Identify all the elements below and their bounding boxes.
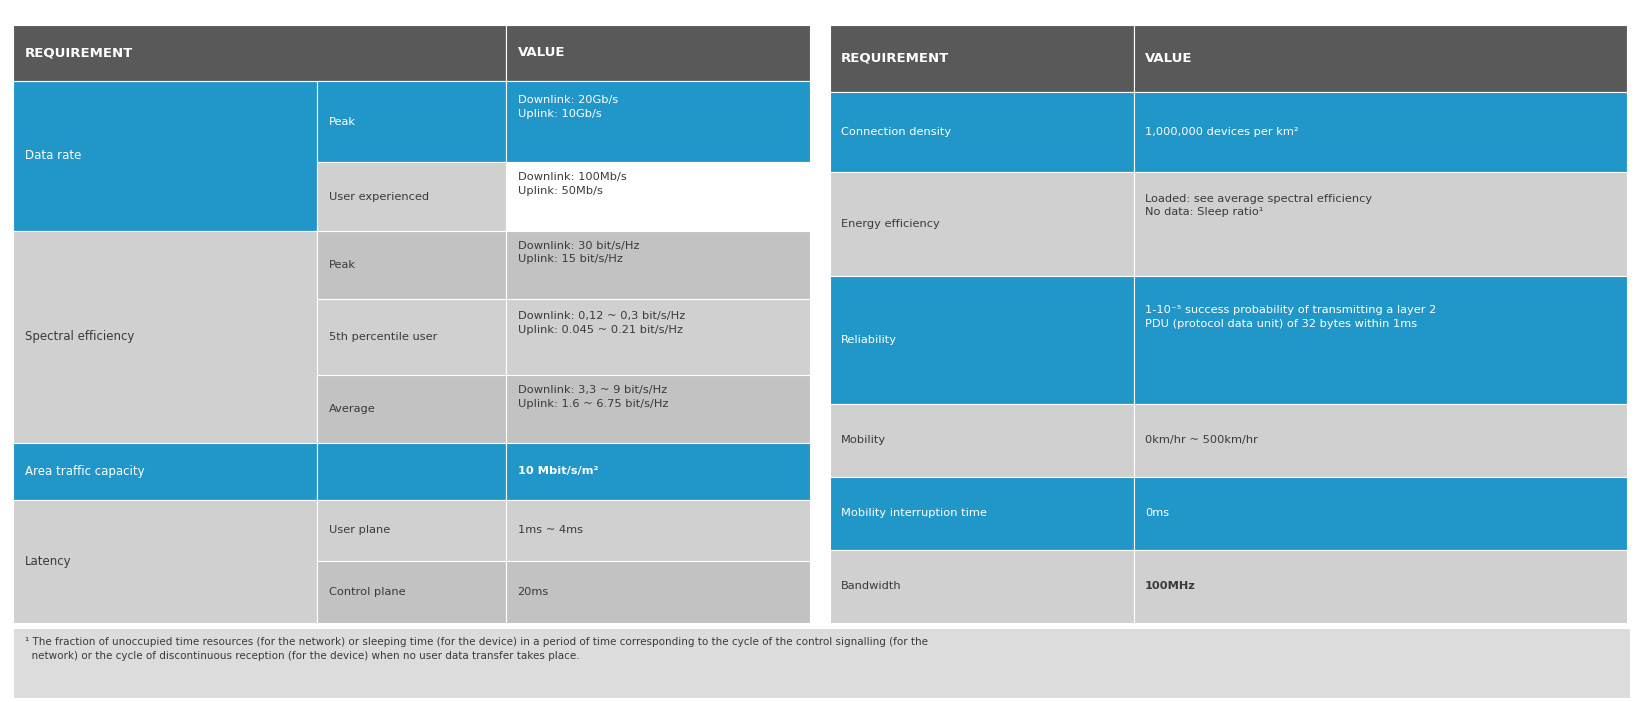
Bar — [1134, 404, 1627, 477]
Text: User plane: User plane — [329, 526, 389, 536]
Bar — [317, 375, 506, 443]
Bar — [506, 299, 810, 375]
Text: Connection density: Connection density — [841, 127, 951, 137]
Bar — [1134, 550, 1627, 623]
Text: Latency: Latency — [25, 555, 71, 568]
Text: Reliability: Reliability — [841, 335, 897, 345]
Text: 0km/hr ~ 500km/hr: 0km/hr ~ 500km/hr — [1145, 435, 1259, 445]
Bar — [506, 561, 810, 623]
Text: Loaded: see average spectral efficiency
No data: Sleep ratio¹: Loaded: see average spectral efficiency … — [1145, 194, 1372, 218]
Text: REQUIREMENT: REQUIREMENT — [841, 51, 950, 65]
Text: Energy efficiency: Energy efficiency — [841, 219, 940, 229]
Bar — [1134, 91, 1627, 173]
Bar — [830, 550, 1134, 623]
Text: 0ms: 0ms — [1145, 508, 1170, 518]
Bar — [13, 230, 317, 443]
Bar — [1134, 477, 1627, 550]
Bar — [506, 81, 810, 162]
Text: Downlink: 30 bit/s/Hz
Uplink: 15 bit/s/Hz: Downlink: 30 bit/s/Hz Uplink: 15 bit/s/H… — [518, 241, 639, 264]
Bar — [506, 25, 810, 81]
Bar — [13, 500, 317, 623]
Text: 1,000,000 devices per km²: 1,000,000 devices per km² — [1145, 127, 1298, 137]
Bar — [1134, 173, 1627, 276]
Text: Mobility interruption time: Mobility interruption time — [841, 508, 987, 518]
Text: VALUE: VALUE — [1145, 51, 1193, 65]
Bar — [317, 81, 506, 162]
Text: Peak: Peak — [329, 117, 355, 127]
Bar — [1134, 276, 1627, 404]
Text: Downlink: 20Gb/s
Uplink: 10Gb/s: Downlink: 20Gb/s Uplink: 10Gb/s — [518, 95, 618, 119]
Text: 1ms ~ 4ms: 1ms ~ 4ms — [518, 526, 583, 536]
Bar — [830, 404, 1134, 477]
Bar — [506, 375, 810, 443]
Bar — [317, 230, 506, 298]
Text: User experienced: User experienced — [329, 192, 429, 201]
Text: 1-10⁻⁵ success probability of transmitting a layer 2
PDU (protocol data unit) of: 1-10⁻⁵ success probability of transmitti… — [1145, 305, 1436, 329]
Bar — [317, 162, 506, 230]
Text: VALUE: VALUE — [518, 46, 565, 59]
Bar — [317, 500, 506, 561]
Text: 5th percentile user: 5th percentile user — [329, 332, 437, 342]
Bar — [830, 276, 1134, 404]
Bar — [506, 230, 810, 298]
Text: Bandwidth: Bandwidth — [841, 581, 902, 591]
Bar — [1134, 25, 1627, 91]
Text: Spectral efficiency: Spectral efficiency — [25, 331, 135, 343]
Bar — [317, 561, 506, 623]
Text: Average: Average — [329, 404, 375, 414]
Text: Peak: Peak — [329, 260, 355, 270]
Text: Downlink: 3,3 ~ 9 bit/s/Hz
Uplink: 1.6 ~ 6.75 bit/s/Hz: Downlink: 3,3 ~ 9 bit/s/Hz Uplink: 1.6 ~… — [518, 385, 669, 409]
Bar — [830, 173, 1134, 276]
Bar — [506, 500, 810, 561]
Text: 100MHz: 100MHz — [1145, 581, 1196, 591]
Text: Downlink: 0,12 ~ 0,3 bit/s/Hz
Uplink: 0.045 ~ 0.21 bit/s/Hz: Downlink: 0,12 ~ 0,3 bit/s/Hz Uplink: 0.… — [518, 312, 685, 335]
Bar — [13, 25, 506, 81]
Bar — [830, 25, 1134, 91]
Bar — [13, 628, 1630, 698]
Text: Downlink: 100Mb/s
Uplink: 50Mb/s: Downlink: 100Mb/s Uplink: 50Mb/s — [518, 173, 626, 196]
Text: Control plane: Control plane — [329, 587, 406, 597]
Text: Area traffic capacity: Area traffic capacity — [25, 465, 145, 478]
Bar — [317, 299, 506, 375]
Text: REQUIREMENT: REQUIREMENT — [25, 46, 133, 59]
Bar — [830, 91, 1134, 173]
Text: 10 Mbit/s/m²: 10 Mbit/s/m² — [518, 467, 598, 477]
Bar — [830, 477, 1134, 550]
Text: Data rate: Data rate — [25, 150, 81, 162]
Text: 20ms: 20ms — [518, 587, 549, 597]
Bar — [317, 443, 506, 500]
Bar — [13, 443, 317, 500]
Text: ¹ The fraction of unoccupied time resources (for the network) or sleeping time (: ¹ The fraction of unoccupied time resour… — [25, 637, 928, 661]
Text: Mobility: Mobility — [841, 435, 886, 445]
Bar — [506, 162, 810, 230]
Bar — [506, 443, 810, 500]
Bar — [13, 81, 317, 230]
